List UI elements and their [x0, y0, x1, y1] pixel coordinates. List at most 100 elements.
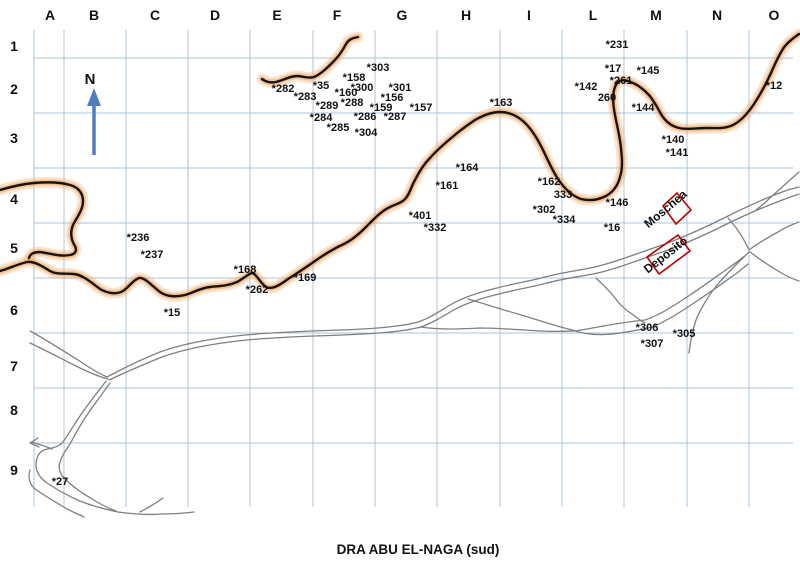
- point-label: *300: [351, 82, 374, 94]
- point-label: *282: [272, 83, 295, 95]
- north-arrow: N: [85, 71, 101, 155]
- contour-segment-main: [0, 32, 800, 298]
- row-headers: 1 2 3 4 5 6 7 8 9: [10, 38, 18, 478]
- column-header: H: [461, 7, 471, 23]
- point-label: *288: [341, 97, 364, 109]
- row-header: 8: [10, 402, 18, 418]
- column-header: E: [272, 7, 281, 23]
- row-header: 9: [10, 462, 18, 478]
- point-label: *305: [673, 328, 696, 340]
- point-label: *237: [141, 249, 164, 261]
- point-label: 260: [598, 92, 616, 104]
- point-label: *307: [641, 338, 664, 350]
- wadi-road-west-b: [29, 342, 109, 380]
- wadi-road-west-a: [29, 330, 108, 378]
- column-header: O: [769, 7, 780, 23]
- column-header: I: [527, 7, 531, 23]
- ne-branch-top: [755, 171, 800, 211]
- row-header: 6: [10, 302, 18, 318]
- lower-road-ne-b: [571, 263, 749, 336]
- north-arrow-head: [87, 88, 101, 106]
- point-label: *163: [490, 97, 513, 109]
- north-label: N: [85, 71, 96, 88]
- moschea-marker: [661, 191, 693, 226]
- diagonal-connector: [467, 298, 573, 331]
- column-header: B: [89, 7, 99, 23]
- point-label: *12: [766, 80, 783, 92]
- column-header: M: [650, 7, 662, 23]
- point-label: *334: [553, 214, 577, 226]
- point-label: *159: [370, 102, 393, 114]
- point-label: *284: [310, 112, 334, 124]
- row-header: 3: [10, 130, 18, 146]
- point-label: *169: [294, 272, 317, 284]
- point-label: *158: [343, 72, 366, 84]
- point-label: *401: [409, 210, 432, 222]
- point-label: *302: [533, 204, 556, 216]
- wadi-barb: [29, 437, 53, 450]
- x-arm-ne: [748, 221, 800, 251]
- x-arm-se: [749, 251, 800, 282]
- point-label: 333: [554, 189, 572, 201]
- point-label: *160: [335, 87, 358, 99]
- point-labels: *303*158*35 *300 *301*282 *160*283 *156*288*…: [52, 39, 783, 488]
- point-label: *332: [424, 222, 447, 234]
- point-label: *261: [610, 75, 633, 87]
- point-label: *303: [367, 62, 390, 74]
- point-label: *289: [316, 100, 339, 112]
- point-label: *35: [313, 80, 330, 92]
- branch-to-306: [595, 277, 646, 324]
- point-label: *141: [666, 147, 689, 159]
- contour-glow: [0, 34, 799, 296]
- deposito-marker: [645, 233, 692, 276]
- point-label: *301: [389, 82, 412, 94]
- point-label: *27: [52, 476, 69, 488]
- point-label: *145: [637, 65, 660, 77]
- column-header: C: [150, 7, 160, 23]
- point-label: *236: [127, 232, 150, 244]
- point-label: *306: [636, 322, 659, 334]
- grid-lines: [33, 30, 793, 507]
- point-label: *156: [381, 92, 404, 104]
- row-header: 4: [10, 191, 18, 207]
- column-header: N: [712, 7, 722, 23]
- main-road-upper: [106, 186, 800, 378]
- point-label: *161: [436, 180, 459, 192]
- contour-line: [0, 32, 800, 298]
- x-spur-nw: [727, 217, 750, 251]
- moschea-label: Moschea: [641, 187, 690, 231]
- point-label: *262: [246, 284, 269, 296]
- point-label: *168: [234, 264, 257, 276]
- site-markers: Moschea Deposito: [641, 187, 693, 276]
- row-header: 7: [10, 358, 18, 374]
- point-label: *231: [606, 39, 629, 51]
- point-label: *286: [354, 111, 377, 123]
- x-arm-sw: [688, 251, 750, 354]
- point-label: *17: [605, 63, 622, 75]
- row-header: 1: [10, 38, 18, 54]
- point-label: *304: [355, 127, 379, 139]
- column-header: G: [397, 7, 408, 23]
- row-header: 5: [10, 240, 18, 256]
- point-label: *285: [327, 122, 350, 134]
- map-title: DRA ABU EL-NAGA (sud): [337, 542, 500, 557]
- sw-wadi-c: [28, 469, 85, 518]
- column-header: F: [333, 7, 342, 23]
- flat-road-center: [420, 326, 576, 333]
- point-label: *15: [164, 307, 181, 319]
- column-header: L: [589, 7, 598, 23]
- main-road-lower: [108, 193, 800, 381]
- lower-road-ne-a: [574, 256, 744, 332]
- point-label: *140: [662, 134, 685, 146]
- sw-wadi-a: [35, 380, 195, 516]
- roads: [28, 171, 800, 518]
- column-header: D: [210, 7, 220, 23]
- point-label: *164: [456, 162, 480, 174]
- sw-wadi-b: [58, 382, 117, 512]
- point-label: *144: [632, 102, 656, 114]
- point-label: *162: [538, 176, 561, 188]
- point-label: *287: [384, 111, 407, 123]
